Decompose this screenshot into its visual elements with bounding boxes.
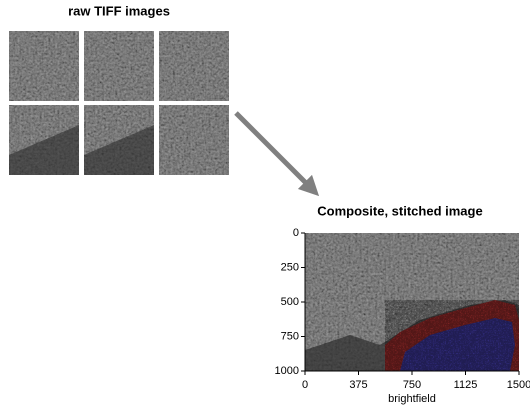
tile-shadow — [84, 125, 154, 175]
arrow — [234, 111, 320, 197]
cell-dots — [385, 300, 519, 371]
tile-grid — [9, 31, 229, 175]
x-tick-label: 1500 — [507, 379, 530, 391]
y-tick-label: 750 — [281, 330, 299, 342]
y-tick-label: 1000 — [275, 365, 299, 377]
composite-title: Composite, stitched image — [317, 203, 482, 218]
x-tick-label: 0 — [302, 379, 308, 391]
tile-shadow — [9, 125, 79, 175]
raw-title: raw TIFF images — [68, 3, 170, 18]
x-tick-label: 1125 — [454, 379, 478, 391]
raw-tile-texture — [84, 31, 154, 101]
axes: 0 375 750 1125 1500 0 250 500 750 1000 — [275, 227, 530, 391]
y-tick-label: 0 — [293, 227, 299, 239]
raw-tile-texture — [159, 31, 229, 101]
raw-tile-texture — [9, 31, 79, 101]
x-axis-label: brightfield — [388, 393, 436, 405]
composite-image — [305, 233, 519, 371]
x-tick-label: 375 — [349, 379, 367, 391]
y-tick-label: 250 — [281, 261, 299, 273]
y-tick-label: 500 — [281, 296, 299, 308]
x-tick-label: 750 — [403, 379, 421, 391]
raw-tile-texture — [159, 105, 229, 175]
